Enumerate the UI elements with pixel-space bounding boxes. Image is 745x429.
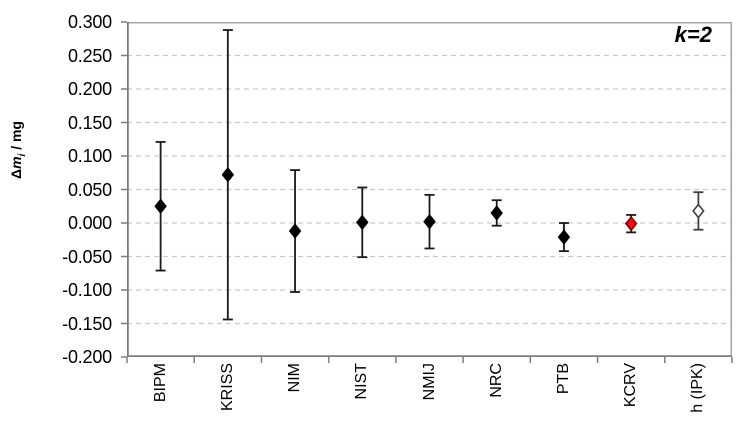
plot-area [121,21,733,363]
marker-kriss [221,166,235,183]
x-category-label-h-ipk: h (IPK) [689,363,707,413]
y-tick-label: -0.100 [62,280,112,300]
x-category-label-nist: NIST [353,363,371,400]
marker-ptb [557,229,571,245]
marker-bipm [154,198,167,215]
marker-nim [288,223,302,239]
coverage-factor-annotation: k=2 [674,22,712,47]
y-tick-label: -0.150 [62,313,112,334]
y-tick-label: -0.200 [62,347,112,367]
x-category-label-ptb: PTB [554,363,572,395]
y-tick-label: 0.000 [67,213,112,233]
y-tick-label: 0.100 [67,146,112,166]
marker-nmij [423,213,436,230]
marker-kcrv [624,215,638,232]
marker-nrc [490,205,503,221]
y-tick-label: 0.200 [67,79,112,99]
x-category-label-bipm: BIPM [151,363,169,403]
x-category-label-nim: NIM [286,363,304,393]
marker-h-ipk [692,203,705,219]
y-tick-label: -0.050 [62,246,112,267]
y-axis-title-delta: Δ [8,168,24,179]
x-category-label-nmij: NMIJ [420,363,438,401]
y-tick-label: 0.250 [67,45,112,66]
x-category-label-kcrv: KCRV [622,363,640,408]
x-category-label-kriss: KRISS [218,363,236,412]
y-tick-label: 0.050 [67,179,112,200]
y-tick-label: 0.300 [67,12,112,32]
marker-nist [356,214,369,231]
x-category-label-nrc: NRC [487,363,505,398]
y-tick-label: 0.150 [67,112,112,133]
